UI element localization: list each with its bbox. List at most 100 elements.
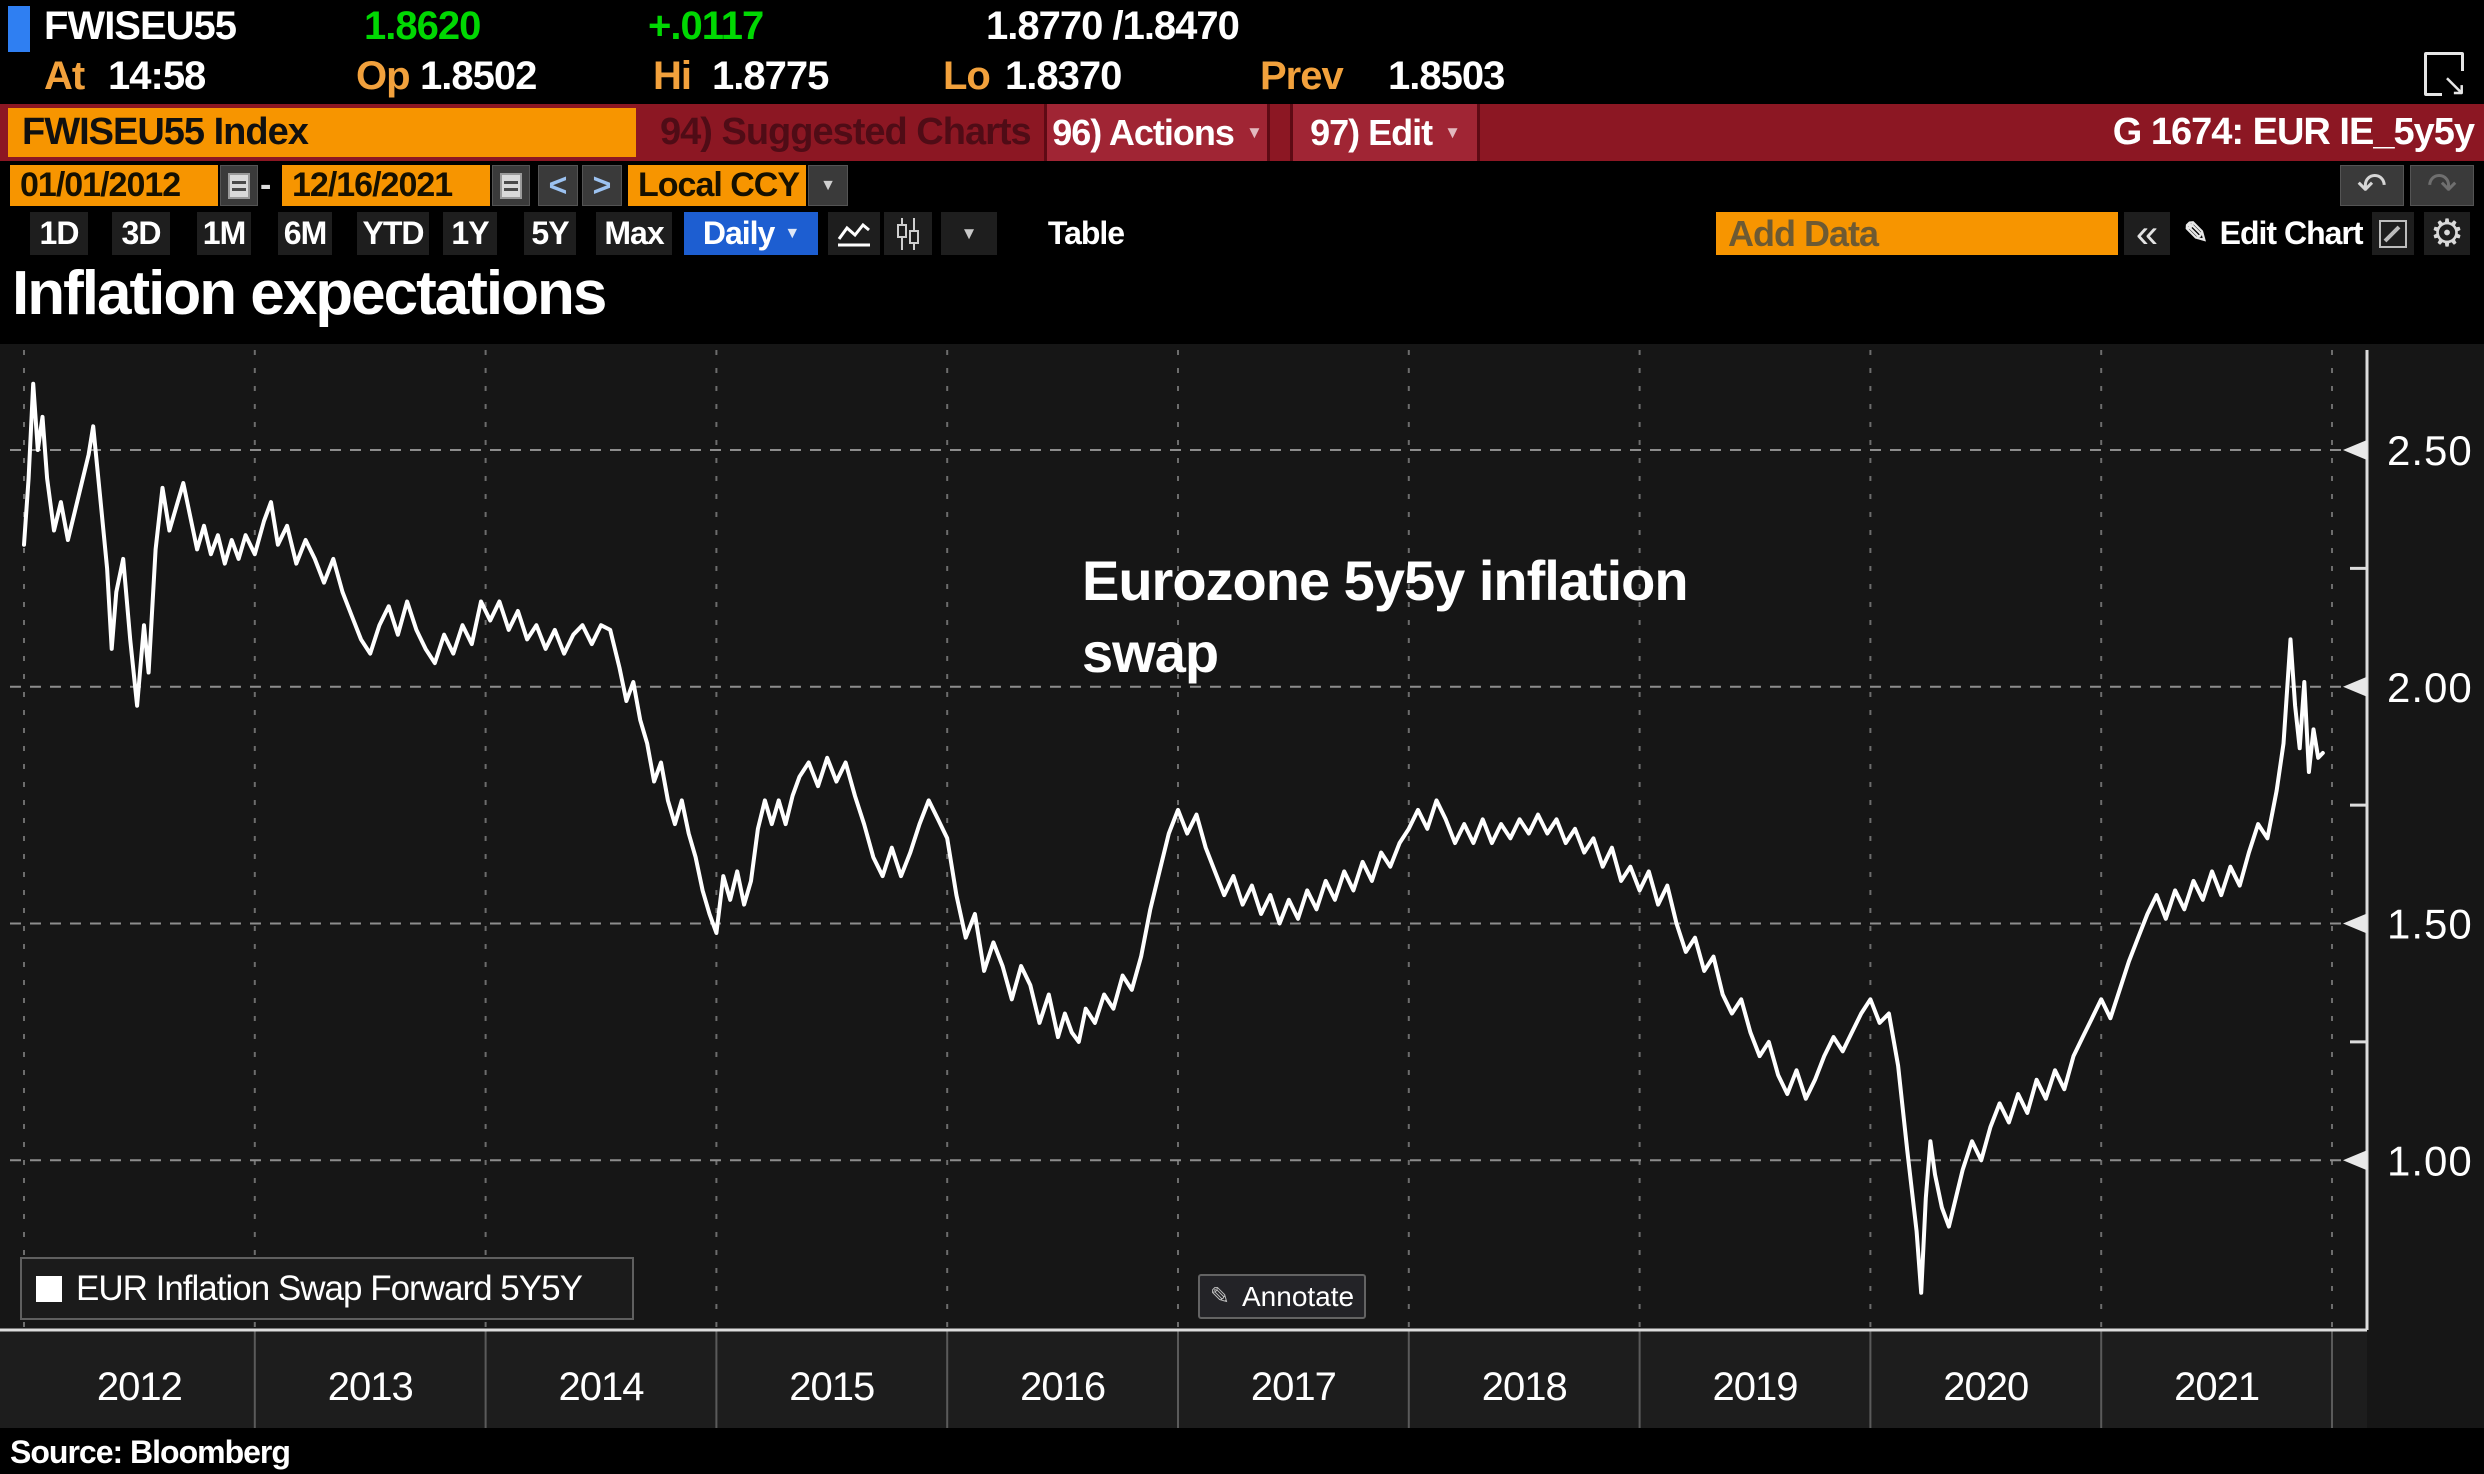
redo-icon: ↷ (2426, 164, 2458, 206)
last-price: 1.8620 (364, 4, 481, 48)
chart-annotation-line2: swap (1082, 621, 1218, 684)
high-label: Hi (653, 54, 692, 98)
y-axis-tick-label: 2.50 (2387, 427, 2473, 474)
edit-chart-label: Edit Chart (2219, 215, 2364, 251)
candlestick-icon (897, 217, 919, 250)
series-line-eur-5y5y (22, 381, 2325, 1295)
actions-menu[interactable]: 96) Actions ▼ (1044, 104, 1270, 161)
range-button-1y[interactable]: 1Y (443, 212, 497, 255)
legend-label: EUR Inflation Swap Forward 5Y5Y (76, 1268, 583, 1308)
chevron-down-icon: ▼ (784, 224, 800, 242)
x-axis-year-label: 2017 (1251, 1365, 1336, 1409)
range-button-6m[interactable]: 6M (278, 212, 332, 255)
prev-value: 1.8503 (1388, 54, 1505, 98)
source-attribution: Source: Bloomberg (10, 1434, 291, 1470)
calendar-icon (500, 172, 522, 199)
chevron-down-icon: ▼ (820, 176, 836, 194)
suggested-charts-menu[interactable]: 94) Suggested Charts (660, 111, 1032, 153)
undo-button[interactable]: ↶ (2340, 165, 2404, 206)
y-axis-tick-label: 1.50 (2387, 901, 2473, 948)
security-color-bar (8, 6, 30, 52)
range-button-3d[interactable]: 3D (112, 212, 170, 255)
range-button-max[interactable]: Max (596, 212, 672, 255)
candlestick-chart-type-button[interactable] (884, 212, 932, 255)
chart-panel-background (0, 344, 2484, 1428)
chart-toolbar: 1D 3D 1M 6M YTD 1Y 5Y Max Daily ▼ ▼ Table Add D… (0, 209, 2484, 258)
undo-icon: ↶ (2356, 164, 2388, 206)
add-data-input[interactable]: Add Data (1716, 212, 2118, 255)
x-axis-year-label: 2018 (1482, 1365, 1567, 1409)
low-label: Lo (943, 54, 991, 98)
end-date-calendar-button[interactable] (492, 165, 530, 206)
at-label: At (44, 54, 85, 98)
start-date-input[interactable]: 01/01/2012 (10, 165, 218, 206)
price-change: +.0117 (648, 4, 764, 48)
start-date-calendar-button[interactable] (220, 165, 258, 206)
chart-settings-button[interactable]: ⚙ (2424, 212, 2470, 255)
end-date-input[interactable]: 12/16/2021 (282, 165, 490, 206)
y-axis-tick-label: 2.00 (2387, 664, 2473, 711)
chevron-left-icon: < (548, 167, 568, 203)
chevron-right-icon: > (592, 167, 612, 203)
range-button-1d[interactable]: 1D (30, 212, 88, 255)
x-axis-year-label: 2016 (1020, 1365, 1105, 1409)
edit-menu[interactable]: 97) Edit ▼ (1290, 104, 1480, 161)
collapse-icon: « (2135, 211, 2159, 256)
edit-chart-button[interactable]: ✎ Edit Chart (2178, 212, 2368, 255)
annotate-button[interactable]: ✎ Annotate (1198, 1274, 1366, 1319)
x-axis-year-label: 2012 (97, 1365, 182, 1409)
shift-range-forward-button[interactable]: > (582, 165, 622, 206)
chart-annotation-line1: Eurozone 5y5y inflation (1082, 549, 1688, 612)
collapse-panel-button[interactable]: « (2124, 212, 2170, 255)
y-axis-tick-arrow (2343, 676, 2367, 697)
pencil-icon: ✎ (1209, 1283, 1230, 1310)
date-range-bar: 01/01/2012 - 12/16/2021 < > Local CCY ▼ … (0, 161, 2484, 209)
calendar-icon (228, 172, 250, 199)
bid-ask: 1.8770 /1.8470 (986, 4, 1240, 48)
table-button[interactable]: Table (1047, 215, 1125, 251)
currency-dropdown-button[interactable]: ▼ (808, 165, 848, 206)
x-axis-year-label: 2015 (789, 1365, 874, 1409)
x-axis-year-label: 2013 (328, 1365, 413, 1409)
line-chart-type-button[interactable] (828, 212, 880, 255)
legend-item[interactable]: EUR Inflation Swap Forward 5Y5Y (20, 1257, 634, 1320)
chart-type-dropdown-button[interactable]: ▼ (941, 212, 997, 255)
chart-canvas[interactable]: 2012 2013 2014 2015 2016 2017 2018 2019 2020 2021… (0, 344, 2484, 1474)
legend-swatch (36, 1275, 62, 1302)
range-button-ytd[interactable]: YTD (357, 212, 429, 255)
x-axis-year-label: 2019 (1713, 1365, 1798, 1409)
annotate-label: Annotate (1242, 1280, 1355, 1312)
range-button-5y[interactable]: 5Y (524, 212, 576, 255)
high-value: 1.8775 (712, 54, 829, 98)
shift-range-back-button[interactable]: < (538, 165, 578, 206)
annotate-chart-icon (2379, 219, 2407, 248)
y-axis-tick-arrow (2343, 913, 2367, 934)
open-label: Op (356, 54, 411, 98)
x-axis-year-label: 2021 (2174, 1365, 2259, 1409)
chevron-down-icon: ▼ (960, 223, 978, 243)
gear-icon: ⚙ (2429, 213, 2465, 255)
range-button-1m[interactable]: 1M (197, 212, 251, 255)
quote-time: 14:58 (108, 54, 206, 98)
frequency-label: Daily (702, 215, 775, 251)
prev-label: Prev (1260, 54, 1344, 98)
frequency-select[interactable]: Daily ▼ (684, 212, 818, 255)
y-axis-tick-arrow (2343, 1150, 2367, 1171)
chevron-down-icon: ▼ (1245, 122, 1263, 142)
x-axis-strip (0, 1330, 2367, 1428)
actions-label: 96) Actions (1052, 111, 1235, 153)
edit-label: 97) Edit (1310, 111, 1433, 153)
chart-annotate-tool-button[interactable] (2372, 212, 2414, 255)
y-axis-tick-arrow (2343, 440, 2367, 460)
page-info: G 1674: EUR IE_5y5y (2112, 111, 2475, 153)
pencil-icon: ✎ (2183, 217, 2208, 250)
redo-button[interactable]: ↷ (2410, 165, 2474, 206)
y-axis-tick-label: 1.00 (2387, 1137, 2473, 1184)
screen-export-icon[interactable]: ↘ (2424, 52, 2467, 101)
security-field[interactable]: FWISEU55 Index (8, 108, 636, 157)
currency-select[interactable]: Local CCY (628, 165, 806, 206)
line-chart-icon (837, 222, 870, 246)
ticker[interactable]: FWISEU55 (44, 4, 237, 48)
open-value: 1.8502 (420, 54, 537, 98)
